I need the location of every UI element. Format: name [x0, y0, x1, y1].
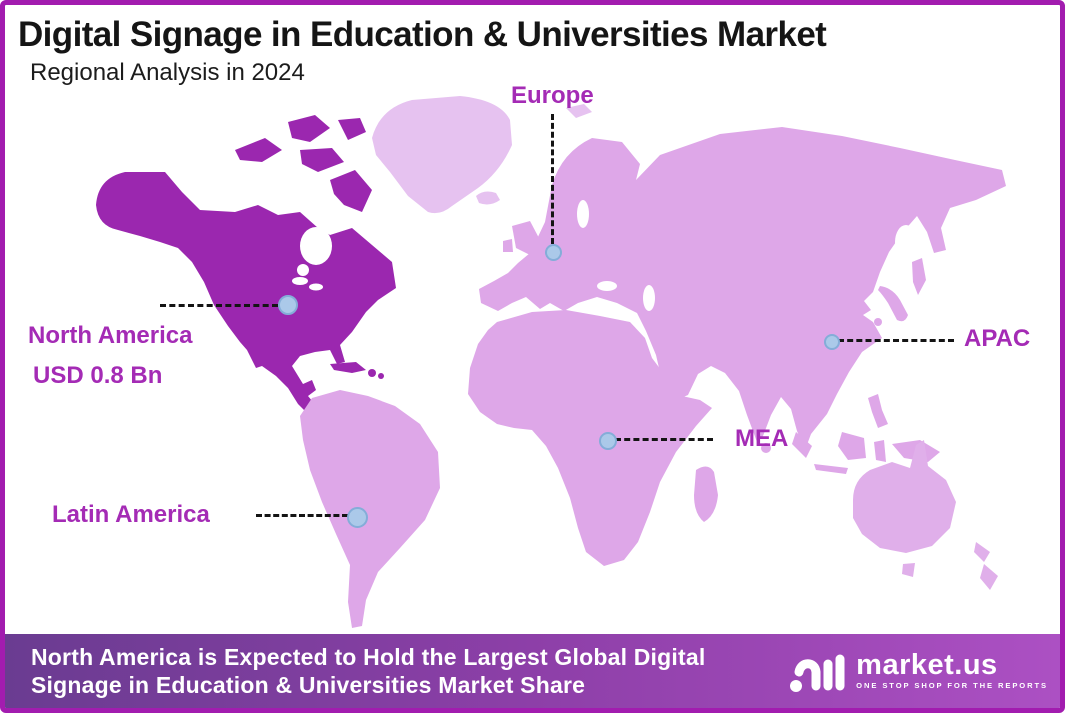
footer-banner: North America is Expected to Hold the La… [5, 634, 1060, 708]
footer-note-line2: Signage in Education & Universities Mark… [31, 672, 586, 698]
brand-logo-mark-icon [790, 654, 845, 692]
region-label-europe: Europe [511, 82, 594, 109]
map-eurasia [479, 127, 1006, 453]
map-greenland [372, 96, 512, 214]
world-map [96, 96, 1006, 628]
leader-line-europe [551, 114, 554, 244]
leader-line-north-america [160, 304, 278, 307]
brand-text: market.us ONE STOP SHOP FOR THE REPORTS [856, 649, 1048, 691]
leader-line-apac [838, 339, 954, 342]
marker-dot-europe [545, 244, 562, 261]
marker-dot-mea [599, 432, 617, 450]
map-australia [853, 440, 998, 590]
leader-line-mea [615, 438, 713, 441]
region-label-mea: MEA [735, 425, 789, 452]
leader-line-latin-america [256, 514, 348, 517]
map-south-america [300, 390, 440, 628]
brand-tagline: ONE STOP SHOP FOR THE REPORTS [856, 681, 1048, 690]
marker-dot-north-america [278, 295, 298, 315]
map-svalbard [566, 104, 592, 118]
page-title: Digital Signage in Education & Universit… [18, 15, 827, 54]
region-value-north-america: USD 0.8 Bn [33, 362, 163, 389]
brand-name: market.us [856, 649, 998, 681]
page-subtitle: Regional Analysis in 2024 [30, 59, 305, 86]
region-label-apac: APAC [964, 325, 1031, 352]
map-region-north-america [96, 115, 396, 434]
marker-dot-apac [824, 334, 840, 350]
footer-note-line1: North America is Expected to Hold the La… [31, 644, 706, 670]
region-label-latin-america: Latin America [52, 501, 210, 528]
brand-logo: market.us ONE STOP SHOP FOR THE REPORTS [789, 649, 1050, 693]
map-africa [468, 310, 718, 566]
footer-note: North America is Expected to Hold the La… [31, 643, 705, 699]
region-label-north-america: North America [28, 322, 193, 349]
marker-dot-latin-america [347, 507, 368, 528]
map-iceland [476, 191, 500, 205]
